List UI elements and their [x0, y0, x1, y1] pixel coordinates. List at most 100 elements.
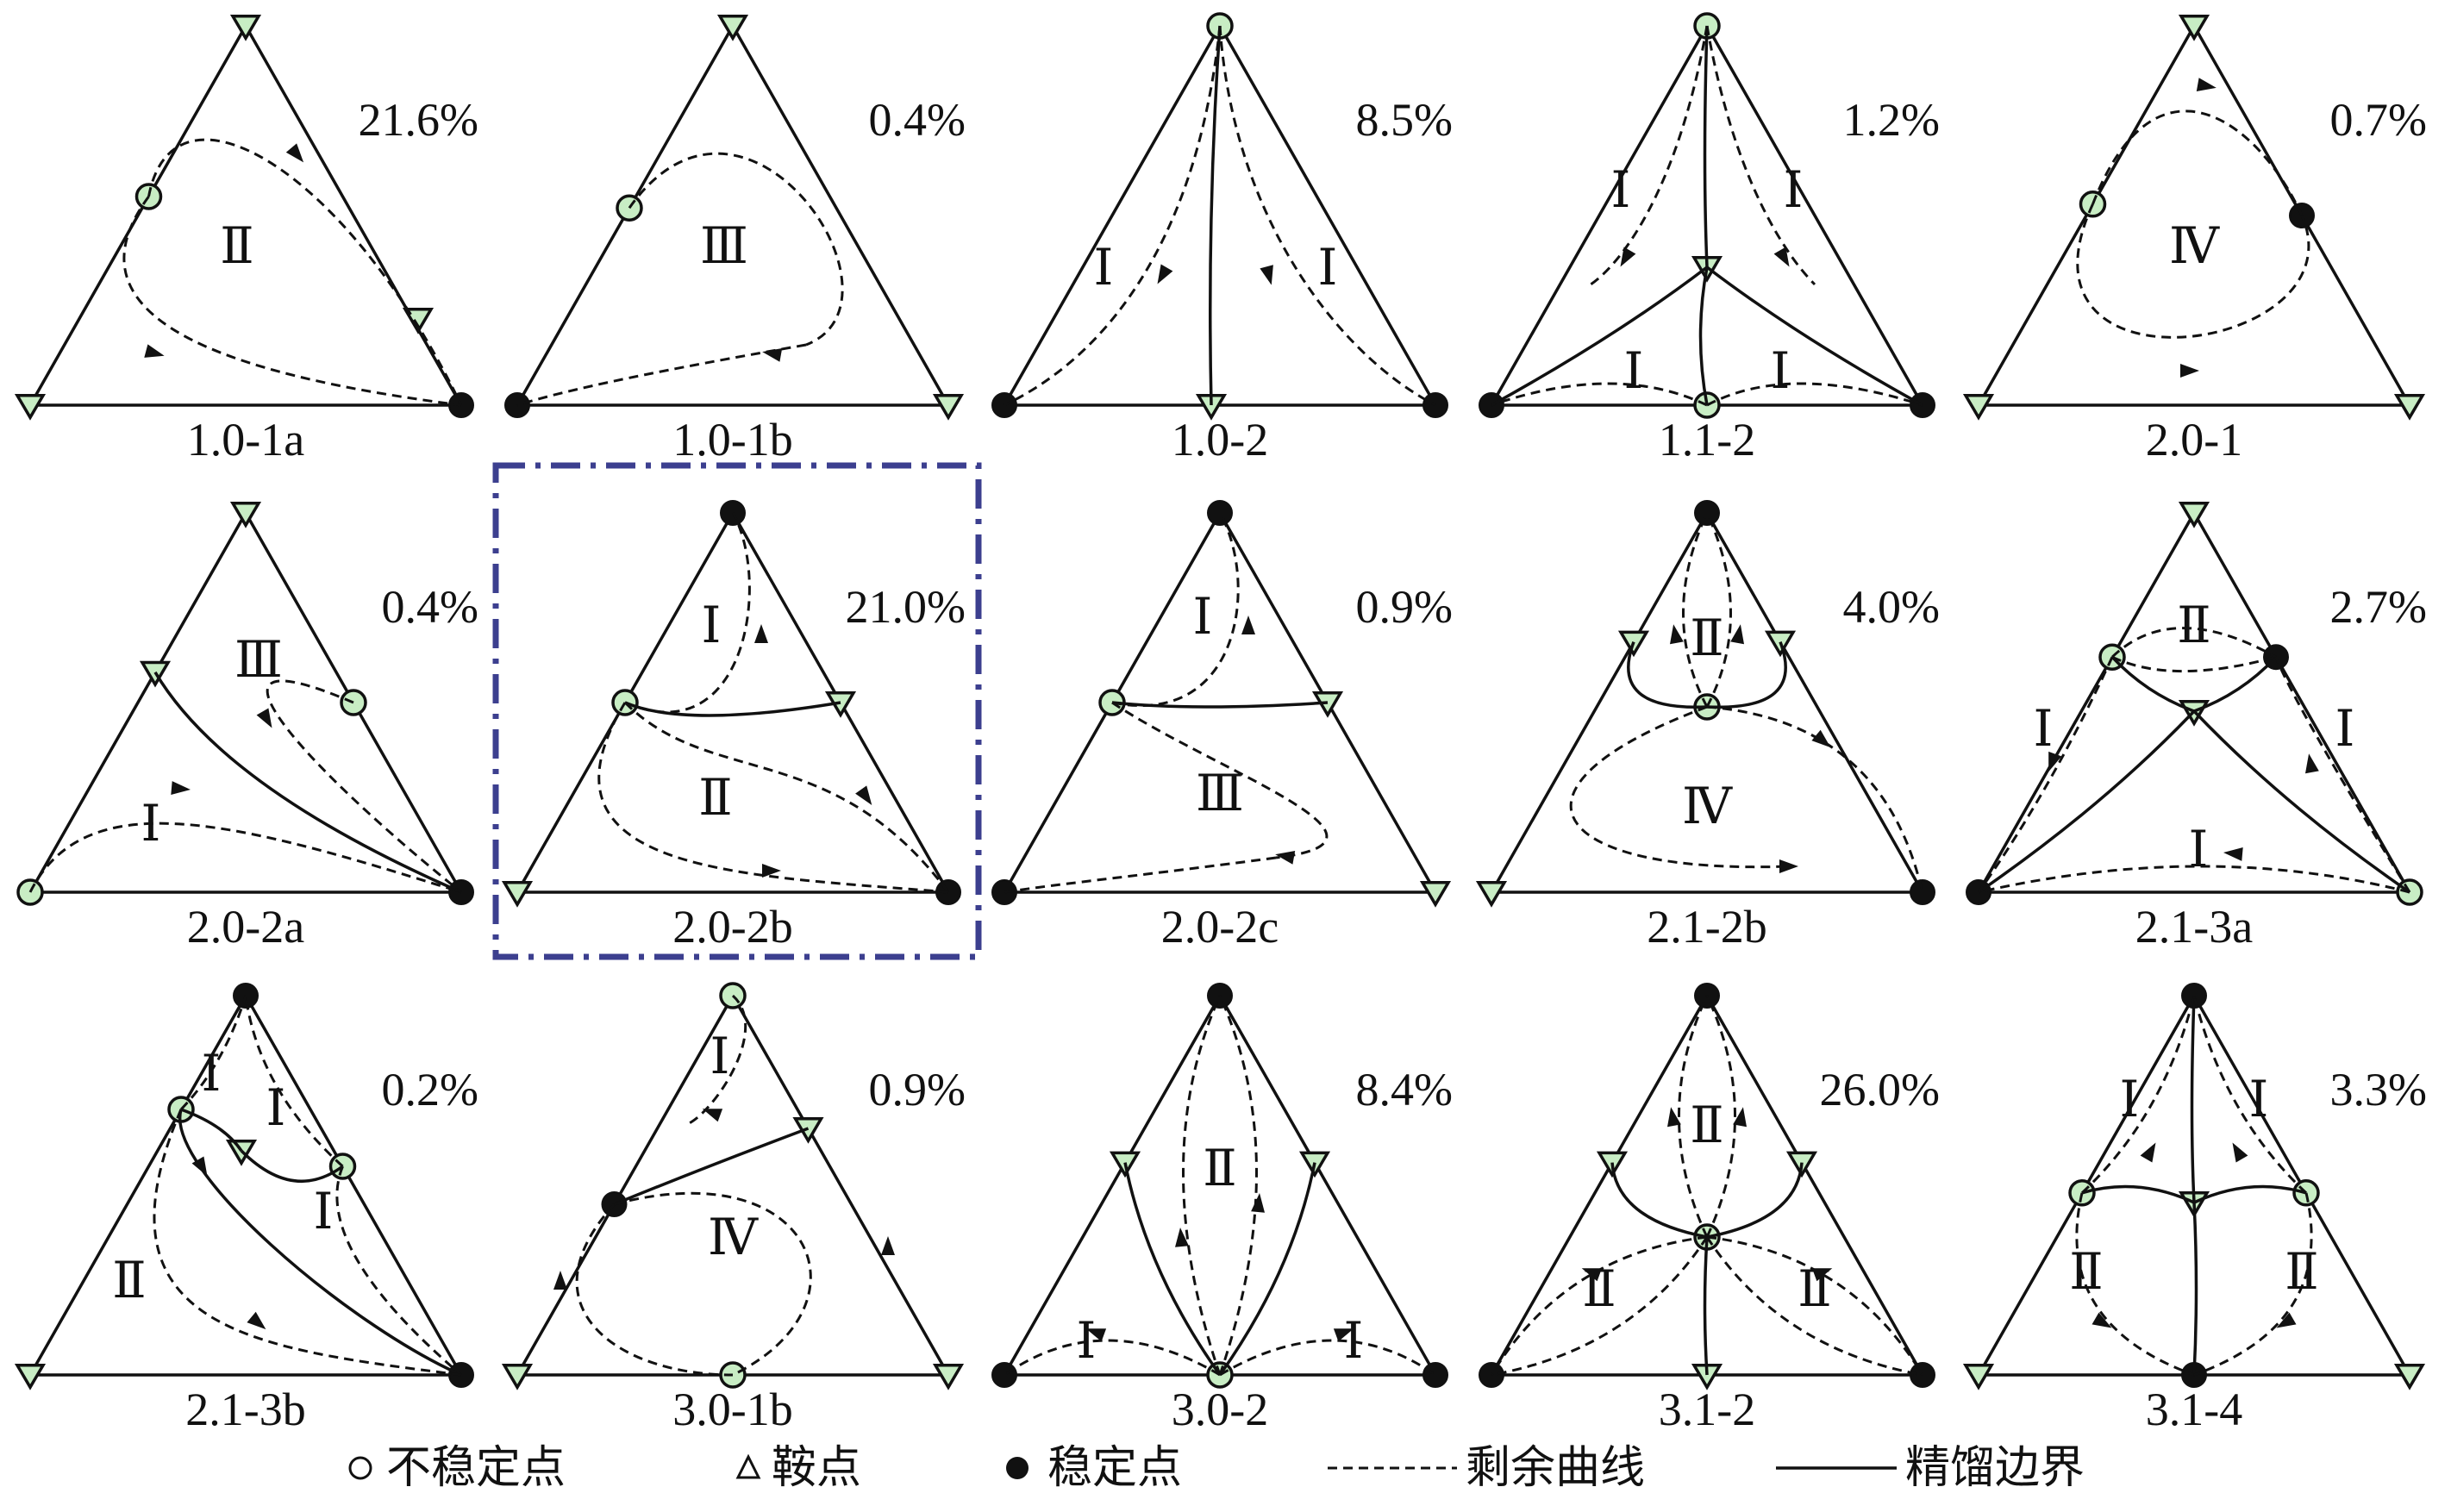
- direction-arrow: [702, 1109, 723, 1122]
- panel-code: 2.0-2a: [187, 901, 304, 953]
- panel-2.0-2b: Ⅰ Ⅱ 21.0% 2.0-2b: [492, 462, 982, 960]
- region-label: Ⅰ: [1094, 240, 1114, 296]
- undefined: [1978, 709, 2196, 894]
- region-label: Ⅱ: [220, 218, 253, 274]
- region-label: Ⅱ: [698, 770, 732, 826]
- panel-code: 2.1-3b: [185, 1384, 305, 1435]
- ternary-triangle: [27, 509, 465, 894]
- ternary-triangle: [1975, 509, 2413, 894]
- panel-code: 1.1-2: [1659, 414, 1755, 465]
- undefined: [1705, 266, 1923, 407]
- panel-percentage: 0.7%: [2330, 94, 2427, 146]
- undefined: [2274, 656, 2411, 893]
- undefined: [1678, 995, 1709, 1238]
- direction-arrow: [1620, 247, 1636, 267]
- direction-arrow: [2091, 1312, 2112, 1328]
- undefined: [1610, 1162, 1708, 1239]
- direction-arrow: [2232, 1142, 2248, 1163]
- undefined: [153, 671, 462, 894]
- direction-arrow: [285, 143, 304, 163]
- panel-code: 2.1-3a: [2135, 901, 2253, 953]
- direction-arrow: [2140, 1142, 2156, 1163]
- legend-stable-label: 稳定点: [1047, 1444, 1182, 1493]
- saddle-node: [1962, 394, 1995, 421]
- undefined: [1705, 1236, 1923, 1377]
- undefined: [179, 995, 247, 1111]
- legend-unstable-label: 不稳定点: [386, 1444, 566, 1493]
- saddle-node: [1475, 881, 1508, 908]
- stable-node: [991, 1362, 1017, 1388]
- region-label: Ⅰ: [266, 1080, 286, 1136]
- undefined: [2110, 656, 2195, 713]
- direction-arrow: [171, 781, 191, 795]
- undefined: [2192, 1202, 2198, 1376]
- undefined: [1703, 1236, 1709, 1376]
- panel-1.0-2: Ⅰ Ⅰ 8.5% 1.0-2: [991, 12, 1453, 465]
- direction-arrow: [1670, 624, 1684, 645]
- direction-arrow: [553, 1271, 567, 1290]
- saddle-node: [2178, 502, 2210, 528]
- direction-arrow: [2305, 753, 2319, 774]
- legend-unstable-symbol: [348, 1456, 372, 1480]
- region-label: Ⅰ: [1771, 343, 1791, 399]
- undefined: [1182, 995, 1222, 1376]
- undefined: [153, 1109, 462, 1377]
- region-label: Ⅱ: [112, 1253, 146, 1309]
- region-label: Ⅲ: [1196, 765, 1244, 822]
- panel-code: 2.0-2b: [672, 901, 792, 953]
- direction-arrow: [1779, 859, 1798, 873]
- direction-arrow: [2276, 1312, 2297, 1328]
- region-label: Ⅱ: [1690, 1097, 1723, 1153]
- saddle-node: [2178, 15, 2210, 41]
- region-label: Ⅰ: [1318, 240, 1338, 296]
- saddle-node: [2393, 394, 2426, 421]
- direction-arrow: [247, 1311, 266, 1330]
- region-label: Ⅱ: [2285, 1244, 2318, 1300]
- undefined: [1705, 512, 1732, 708]
- direction-arrow: [1275, 851, 1296, 865]
- undefined: [2076, 203, 2310, 339]
- panel-code: 3.1-4: [2146, 1384, 2242, 1435]
- direction-arrow: [1251, 1193, 1265, 1213]
- undefined: [1004, 1339, 1221, 1377]
- direction-arrow: [2196, 78, 2217, 91]
- ternary-triangle: [27, 992, 465, 1377]
- region-label: Ⅰ: [141, 796, 161, 852]
- ternary-triangle: [514, 992, 952, 1377]
- panel-3.1-4: Ⅰ Ⅰ Ⅱ Ⅱ 3.3% 3.1-4: [1962, 983, 2427, 1435]
- panel-percentage: 0.4%: [869, 94, 966, 146]
- direction-arrow: [256, 708, 272, 728]
- ternary-triangle: [1488, 992, 1926, 1377]
- region-label: Ⅱ: [2069, 1244, 2103, 1300]
- panel-percentage: 26.0%: [1820, 1064, 1940, 1115]
- panel-percentage: 8.4%: [1356, 1064, 1453, 1115]
- direction-arrow: [191, 1156, 208, 1177]
- saddle-node: [501, 881, 534, 908]
- region-label: Ⅲ: [234, 632, 283, 688]
- direction-arrow: [1773, 247, 1790, 267]
- legend-stable-symbol: [1006, 1457, 1029, 1479]
- undefined: [1123, 1162, 1222, 1377]
- undefined: [623, 701, 950, 893]
- panel-2.1-3a: Ⅱ Ⅰ Ⅰ Ⅰ 2.7% 2.1-3a: [1966, 502, 2427, 953]
- direction-arrow: [2223, 847, 2243, 861]
- region-label: Ⅱ: [1203, 1140, 1236, 1196]
- direction-arrow: [762, 864, 781, 878]
- panel-code: 3.1-2: [1659, 1384, 1755, 1435]
- undefined: [180, 1108, 243, 1152]
- undefined: [2190, 995, 2196, 1203]
- undefined: [2091, 109, 2304, 216]
- panel-percentage: 21.6%: [359, 94, 478, 146]
- region-label: Ⅰ: [1624, 343, 1644, 399]
- region-label: Ⅰ: [314, 1184, 334, 1240]
- undefined: [613, 1127, 810, 1206]
- direction-arrow: [754, 624, 768, 643]
- saddle-node: [229, 502, 262, 528]
- undefined: [1491, 1236, 1709, 1377]
- saddle-node: [1962, 1364, 1995, 1390]
- panel-3.0-2: Ⅱ Ⅰ Ⅰ 8.4% 3.0-2: [991, 983, 1453, 1435]
- region-label: Ⅰ: [2120, 1072, 2140, 1128]
- panel-code: 2.0-1: [2146, 414, 2242, 465]
- undefined: [244, 995, 344, 1168]
